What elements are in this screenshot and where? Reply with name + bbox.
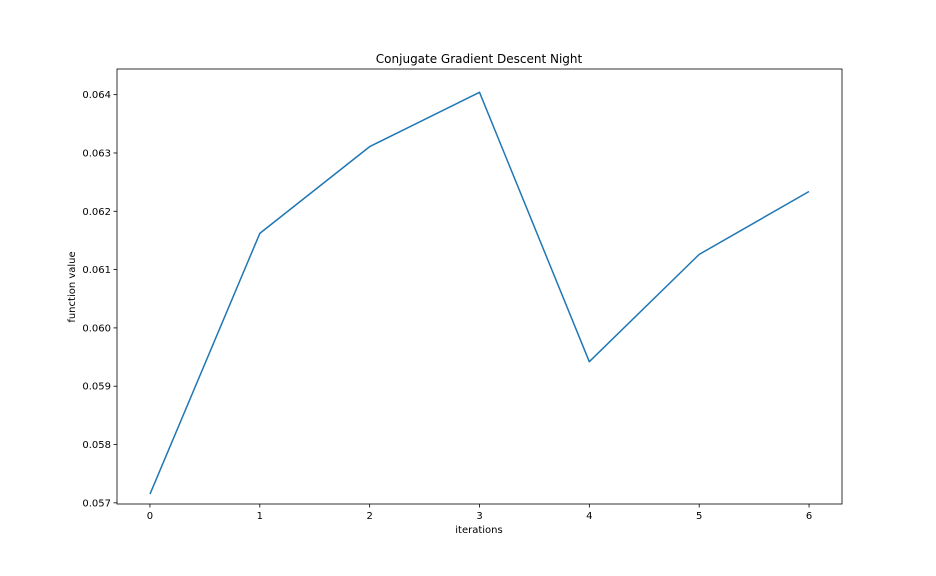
x-tick-label: 2 (366, 511, 372, 522)
y-tick-label: 0.057 (82, 498, 111, 509)
y-tick-label: 0.064 (82, 90, 111, 101)
y-axis-label: function value (67, 251, 78, 322)
y-tick-label: 0.060 (82, 323, 111, 334)
y-tick-label: 0.059 (82, 382, 111, 393)
axes-frame (116, 68, 843, 505)
plot-area: 0 1 2 3 4 5 6 0.057 0.058 0.059 0.060 0.061 0.062 0.0… (82, 68, 843, 522)
y-tick-label: 0.062 (82, 207, 111, 218)
y-tick-label: 0.061 (82, 265, 111, 276)
chart-title: Conjugate Gradient Descent Night (376, 52, 583, 66)
series-line (149, 91, 810, 495)
x-axis-label: iterations (455, 525, 502, 536)
x-tick-label: 6 (806, 511, 812, 522)
x-tick-label: 4 (586, 511, 592, 522)
x-tick-label: 5 (696, 511, 702, 522)
y-tick-label: 0.063 (82, 148, 111, 159)
x-tick-label: 3 (476, 511, 482, 522)
x-tick-label: 1 (257, 511, 263, 522)
y-tick-label: 0.058 (82, 440, 111, 451)
x-tick-label: 0 (147, 511, 153, 522)
